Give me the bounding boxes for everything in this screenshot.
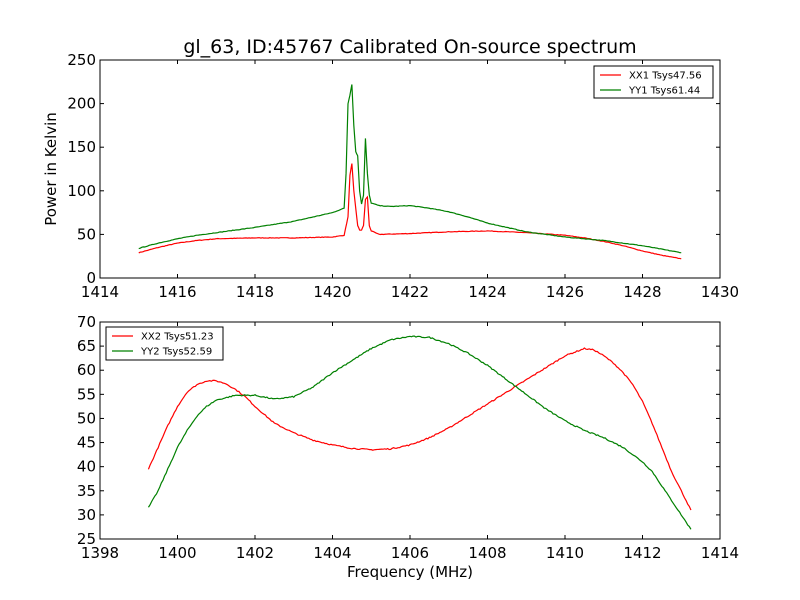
y-tick-label: 50 [77, 225, 96, 243]
x-tick-label: 1422 [391, 283, 429, 301]
figure-title: gl_63, ID:45767 Calibrated On-source spe… [183, 36, 636, 58]
x-axis-label: Frequency (MHz) [347, 563, 473, 581]
y-tick-label: 55 [77, 385, 96, 403]
y-tick-label: 40 [77, 458, 96, 476]
legend-label: XX1 Tsys47.56 [629, 71, 702, 82]
series-line-2 [147, 335, 692, 530]
y-axis-label: Power in Kelvin [42, 112, 60, 226]
y-tick-label: 250 [67, 51, 96, 69]
x-tick-label: 1424 [468, 283, 506, 301]
x-tick-label: 1410 [546, 544, 584, 562]
bottom-chart: 1398 1400 1402 1404 1406 1408 1410 1412 1414 25 30… [77, 313, 739, 581]
x-tick-label: 1426 [546, 283, 584, 301]
x-tick-label: 1428 [623, 283, 661, 301]
x-tick-label: 1430 [701, 283, 739, 301]
x-tick-label: 1402 [236, 544, 274, 562]
x-tick-label: 1406 [391, 544, 429, 562]
y-tick-label: 30 [77, 506, 96, 524]
x-tick-label: 1404 [313, 544, 351, 562]
top-chart: 1414 1416 1418 1420 1422 1424 1426 1428 1430 0 50 1… [42, 51, 739, 301]
y-tick-label: 150 [67, 138, 96, 156]
x-tick-label: 1408 [468, 544, 506, 562]
x-tick-label: 1414 [81, 283, 119, 301]
y-tick-label: 200 [67, 95, 96, 113]
legend-label: YY1 Tsys61.44 [628, 86, 700, 97]
y-tick-label: 60 [77, 361, 96, 379]
y-tick-label: 50 [77, 409, 96, 427]
x-tick-label: 1420 [313, 283, 351, 301]
x-tick-label: 1414 [701, 544, 739, 562]
y-tick-label: 65 [77, 337, 96, 355]
legend-label: XX2 Tsys51.23 [141, 332, 214, 343]
y-tick-label: 100 [67, 182, 96, 200]
series-line-2 [138, 84, 682, 254]
x-tick-label: 1398 [81, 544, 119, 562]
x-tick-label: 1412 [623, 544, 661, 562]
legend-box [105, 326, 224, 361]
x-tick-label: 1400 [158, 544, 196, 562]
y-tick-label: 35 [77, 482, 96, 500]
x-tick-label: 1418 [236, 283, 274, 301]
y-tick-label: 0 [86, 269, 96, 287]
x-tick-label: 1416 [158, 283, 196, 301]
legend-label: YY2 Tsys52.59 [140, 347, 212, 358]
y-tick-label: 45 [77, 434, 96, 452]
y-tick-label: 70 [77, 313, 96, 331]
legend-box [593, 65, 714, 99]
y-tick-label: 25 [77, 530, 96, 548]
